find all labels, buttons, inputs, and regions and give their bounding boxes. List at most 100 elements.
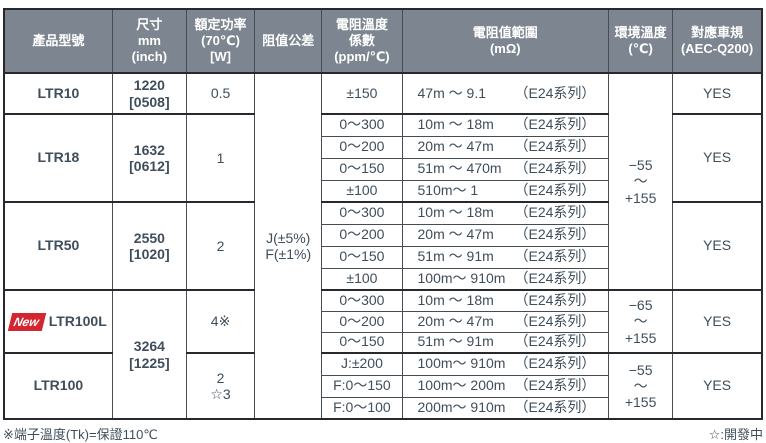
range-series: （E24系列） (514, 312, 596, 329)
range-value: 51m ～ 91m (417, 248, 494, 265)
range-cell: 100m～ 910m （E24系列） (401, 352, 610, 376)
range-value: 100m～ 910m (417, 269, 506, 286)
footnote-in-development: ☆:開發中 (708, 427, 763, 442)
range-series: （E24系列） (514, 333, 596, 350)
aec-cell: YES (672, 72, 763, 115)
range-series: （E24系列） (514, 138, 596, 155)
col-header-power: 額定功率 (70℃) [W] (185, 8, 256, 74)
table-row: LTR50 2550 [1020] 2 0～300 10m ～ 18m （E24系… (3, 201, 763, 291)
model-cell-ltr100: LTR100 (3, 352, 113, 420)
power-cell: 1 (185, 113, 256, 203)
range-cell: 20m ～ 47m （E24系列） (401, 310, 610, 333)
tcr-cell: 0～150 (321, 157, 403, 181)
tcr-cell: 0～200 (321, 223, 403, 247)
range-cell: 51m ～ 91m （E24系列） (401, 245, 610, 269)
power-cell: 2 (185, 201, 256, 291)
new-badge-label: New (12, 314, 41, 329)
col-header-ambient-temp: 環境溫度 (℃) (608, 8, 674, 74)
range-cell: 20m ～ 47m （E24系列） (401, 135, 610, 159)
range-cell: 200m～ 910m （E24系列） (401, 396, 610, 420)
range-cell: 100m～ 200m （E24系列） (401, 374, 610, 398)
tcr-cell: 0～150 (321, 245, 403, 269)
model-cell-ltr10: LTR10 (3, 72, 113, 115)
range-series: （E24系列） (514, 116, 596, 133)
footnotes: ※端子溫度(Tk)=保證110℃ ☆:開發中 (3, 420, 763, 443)
tcr-cell: 0～300 (321, 201, 403, 225)
table-row: 0～200 20m ～ 47m （E24系列） (4, 310, 762, 333)
tcr-cell: 0～150 (321, 331, 403, 354)
tcr-cell: 0～200 (321, 135, 403, 159)
new-badge: New (7, 312, 46, 331)
range-cell: 10m ～ 18m （E24系列） (401, 113, 610, 137)
table-row: 0～150 51m ～ 91m （E24系列） (4, 331, 762, 354)
tcr-cell: J:±200 (321, 352, 403, 376)
tcr-cell: ±150 (321, 72, 403, 115)
tcr-cell: ±100 (321, 267, 403, 291)
col-header-tcr: 電阻溫度 係數 (ppm/℃) (321, 8, 403, 74)
size-cell: 1220 [0508] (111, 72, 187, 115)
range-value: 200m～ 910m (417, 398, 506, 415)
range-value: 20m ～ 47m (417, 226, 494, 243)
power-cell: 4※ (185, 289, 256, 354)
table-row: ±100 100m～ 910m （E24系列） (4, 267, 762, 291)
model-cell-ltr18: LTR18 (3, 113, 113, 203)
table-row: New LTR100L 3264 [1225] 4※ 0～300 10m ～ 1… (3, 289, 763, 420)
power-cell: 2 ☆3 (185, 352, 256, 420)
range-cell: 510m～ 1 （E24系列） (401, 179, 610, 203)
col-header-size: 尺寸 mm (inch) (111, 8, 187, 74)
range-cell: 51m ～ 91m （E24系列） (401, 331, 610, 354)
tcr-cell: ±100 (321, 179, 403, 203)
range-value: 100m～ 200m (417, 377, 506, 394)
range-cell: 47m ～ 9.1 （E24系列） (401, 72, 610, 115)
range-value: 100m～ 910m (417, 355, 506, 372)
temp-cell-ltr100: −55 ～ +155 (608, 352, 674, 420)
range-value: 20m ～ 47m (417, 138, 494, 155)
table-row: 0～150 51m ～ 470m （E24系列） (4, 157, 762, 181)
range-value: 51m ～ 91m (417, 333, 494, 350)
range-cell: 10m ～ 18m （E24系列） (401, 201, 610, 225)
range-cell: 51m ～ 470m （E24系列） (401, 157, 610, 181)
range-value: 10m ～ 18m (417, 291, 494, 308)
range-series: （E24系列） (514, 355, 596, 372)
range-series: （E24系列） (514, 181, 596, 198)
range-value: 20m ～ 47m (417, 312, 494, 329)
range-cell: 20m ～ 47m （E24系列） (401, 223, 610, 247)
range-series: （E24系列） (514, 398, 596, 415)
aec-cell: YES (672, 289, 763, 354)
col-header-model: 產品型號 (3, 8, 113, 74)
model-cell-ltr100l: New LTR100L (3, 289, 113, 354)
range-series: （E24系列） (514, 291, 596, 308)
model-cell-ltr50: LTR50 (3, 201, 113, 291)
tcr-cell: 0～300 (321, 113, 403, 137)
table-row: LTR100 2 ☆3 J:±200 100m～ 910m （E24系列） −55… (3, 352, 763, 420)
range-value: 510m～ 1 (417, 181, 479, 198)
power-cell: 0.5 (185, 72, 256, 115)
table-row: LTR10 1220 [0508] 0.5 J(±5%) F(±1%) ±150… (3, 72, 763, 420)
range-value: 47m ～ 9.1 (417, 84, 486, 101)
tcr-cell: 0～200 (321, 310, 403, 333)
range-series: （E24系列） (514, 160, 596, 177)
model-label: LTR100L (48, 312, 107, 329)
tcr-cell: F:0～100 (321, 396, 403, 420)
range-series: （E24系列） (514, 248, 596, 265)
col-header-tolerance: 阻值公差 (254, 8, 323, 74)
aec-cell: YES (672, 113, 763, 203)
spec-table: 產品型號 尺寸 mm (inch) 額定功率 (70℃) [W] 阻值公差 電阻… (3, 8, 763, 420)
table-row: LTR18 1632 [0612] 1 0～300 10m ～ 18m （E24系… (3, 113, 763, 203)
col-header-aec: 對應車規 (AEC-Q200) (672, 8, 763, 74)
range-series: （E24系列） (514, 84, 596, 101)
aec-cell: YES (672, 352, 763, 420)
col-header-resistance-range: 電阻值範圍 (mΩ) (401, 8, 610, 74)
range-value: 10m ～ 18m (417, 204, 494, 221)
range-series: （E24系列） (514, 226, 596, 243)
range-value: 10m ～ 18m (417, 116, 494, 133)
range-cell: 100m～ 910m （E24系列） (401, 267, 610, 291)
size-cell: 2550 [1020] (111, 201, 187, 291)
size-cell-ltr100-shared: 3264 [1225] (111, 289, 187, 420)
temp-cell-ltr10-50: −55 ～ +155 (608, 72, 674, 291)
table-row: F:0～150 100m～ 200m （E24系列） (4, 374, 762, 398)
tolerance-cell: J(±5%) F(±1%) (254, 72, 323, 420)
temp-cell-ltr100l: −65 ～ +155 (608, 289, 674, 354)
tcr-cell: F:0～150 (321, 374, 403, 398)
